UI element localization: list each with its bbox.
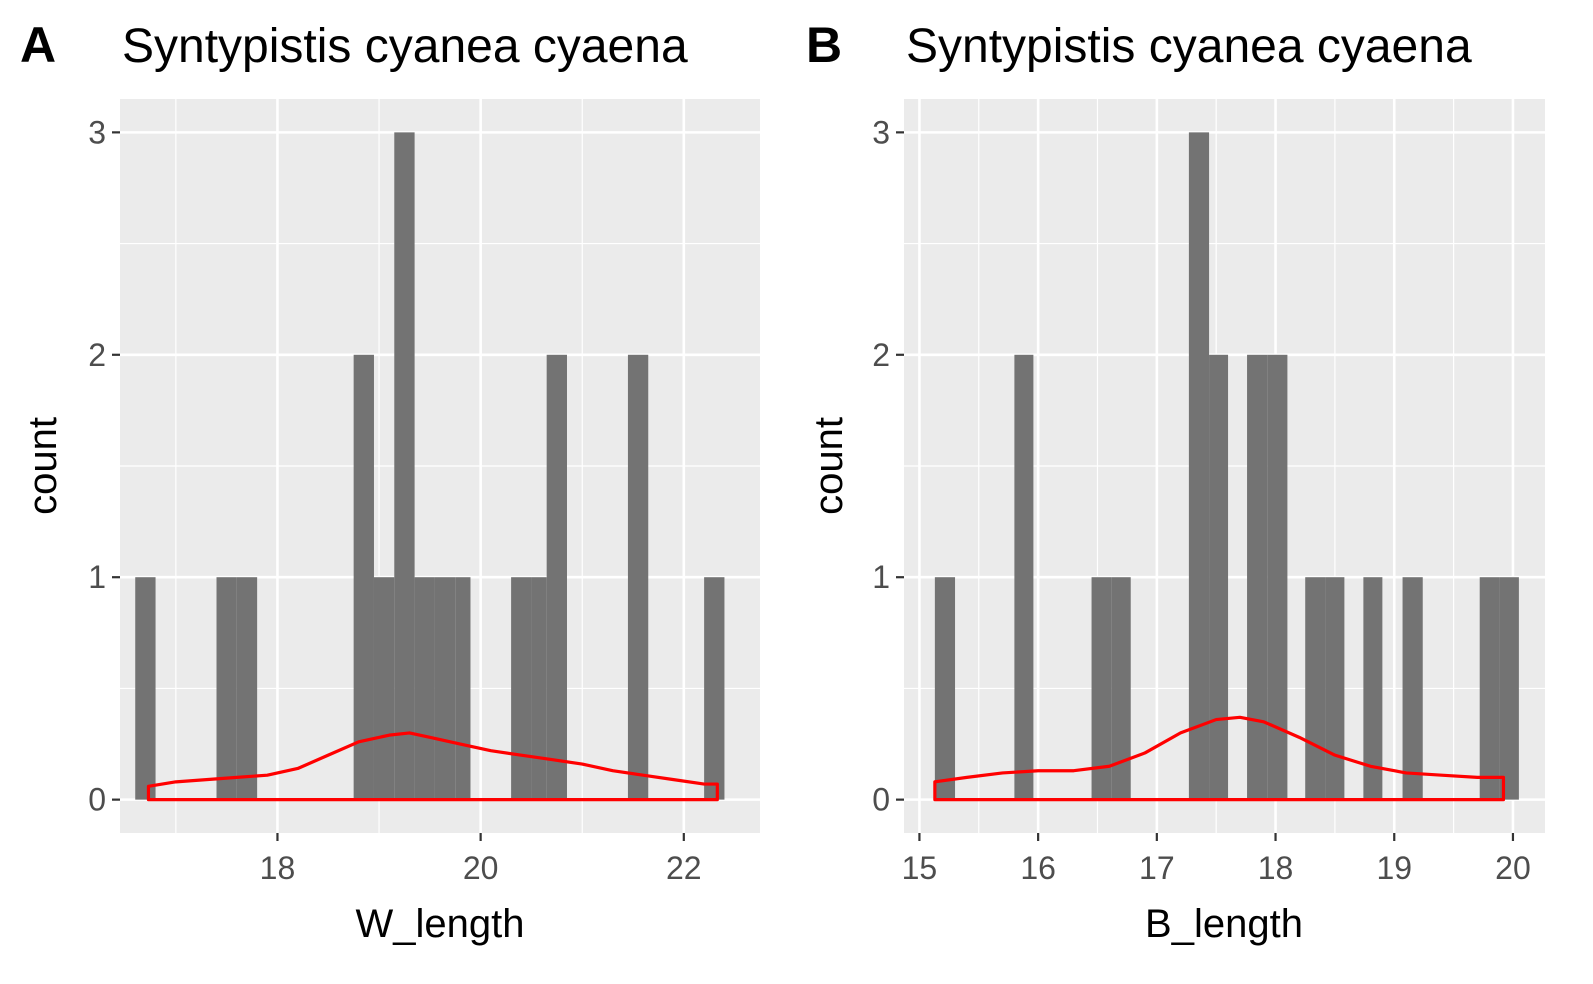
histogram-bar-b	[1305, 577, 1326, 800]
histogram-bar-a	[216, 577, 237, 800]
axis-ticks-b	[896, 131, 1515, 841]
histogram-bar-b	[1402, 577, 1423, 800]
histogram-bar-b	[1267, 354, 1288, 800]
y-axis-title-b: count	[807, 417, 851, 515]
histogram-bar-a	[627, 354, 649, 800]
histogram-bar-b	[1014, 354, 1034, 800]
x-tick-label-b: 20	[1495, 850, 1531, 886]
x-tick-label-a: 20	[463, 850, 499, 886]
y-tick-label-b: 1	[872, 559, 890, 595]
histogram-bar-a	[373, 577, 395, 800]
panel-title-a: Syntypistis cyanea cyaena	[122, 20, 688, 73]
histogram-bar-a	[455, 577, 471, 800]
histogram-panel-a: A Syntypistis cyanea cyaena 18 20 22 0 1 2 3 W…	[20, 17, 760, 946]
histogram-bar-a	[704, 577, 725, 800]
histogram-bar-b	[1188, 132, 1210, 800]
histogram-bar-b	[1091, 577, 1112, 800]
y-tick-label-b: 0	[872, 782, 890, 818]
x-tick-label-a: 22	[666, 850, 702, 886]
panel-tag-a: A	[20, 17, 56, 73]
y-tick-label-a: 3	[88, 114, 106, 150]
histogram-bar-a	[546, 354, 567, 800]
histogram-bar-b	[1363, 577, 1383, 800]
y-tick-label-a: 0	[88, 782, 106, 818]
histogram-bar-b	[1499, 577, 1519, 800]
x-tick-label-b: 16	[1020, 850, 1056, 886]
y-tick-label-a: 1	[88, 559, 106, 595]
axis-ticks-a	[112, 131, 685, 841]
x-tick-label-b: 19	[1376, 850, 1412, 886]
x-tick-label-b: 17	[1139, 850, 1175, 886]
histogram-bar-a	[394, 132, 415, 800]
histogram-bar-b	[1479, 577, 1500, 800]
histogram-bar-b	[1325, 577, 1345, 800]
histogram-bar-b	[1111, 577, 1131, 800]
x-tick-label-b: 18	[1258, 850, 1294, 886]
histogram-bar-b	[1247, 354, 1268, 800]
tick-labels-b: 15 16 17 18 19 20 0 1 2 3	[872, 114, 1531, 886]
density-curve-b	[933, 715, 1506, 802]
x-tick-label-b: 15	[902, 850, 938, 886]
histogram-bar-b	[1209, 354, 1229, 800]
bars-b	[934, 132, 1519, 800]
x-tick-label-a: 18	[260, 850, 296, 886]
histogram-bar-a	[135, 577, 156, 800]
histogram-bar-a	[531, 577, 547, 800]
density-curve-a	[146, 731, 719, 802]
histogram-bar-a	[414, 577, 435, 800]
panel-tag-b: B	[806, 17, 842, 73]
x-axis-title-b: B_length	[1145, 902, 1303, 946]
y-tick-label-a: 2	[88, 337, 106, 373]
y-axis-title-a: count	[21, 417, 65, 515]
histogram-panel-b: B Syntypistis cyanea cyaena 15 16 17 18 19 20…	[806, 17, 1545, 946]
tick-labels-a: 18 20 22 0 1 2 3	[88, 114, 701, 886]
histogram-bar-a	[236, 577, 258, 800]
x-axis-title-a: W_length	[356, 902, 525, 946]
y-tick-label-b: 3	[872, 114, 890, 150]
panel-title-b: Syntypistis cyanea cyaena	[906, 20, 1472, 73]
histogram-bar-a	[353, 354, 374, 800]
histogram-bar-a	[511, 577, 532, 800]
y-tick-label-b: 2	[872, 337, 890, 373]
histogram-bar-b	[934, 577, 956, 800]
histogram-bar-a	[434, 577, 456, 800]
